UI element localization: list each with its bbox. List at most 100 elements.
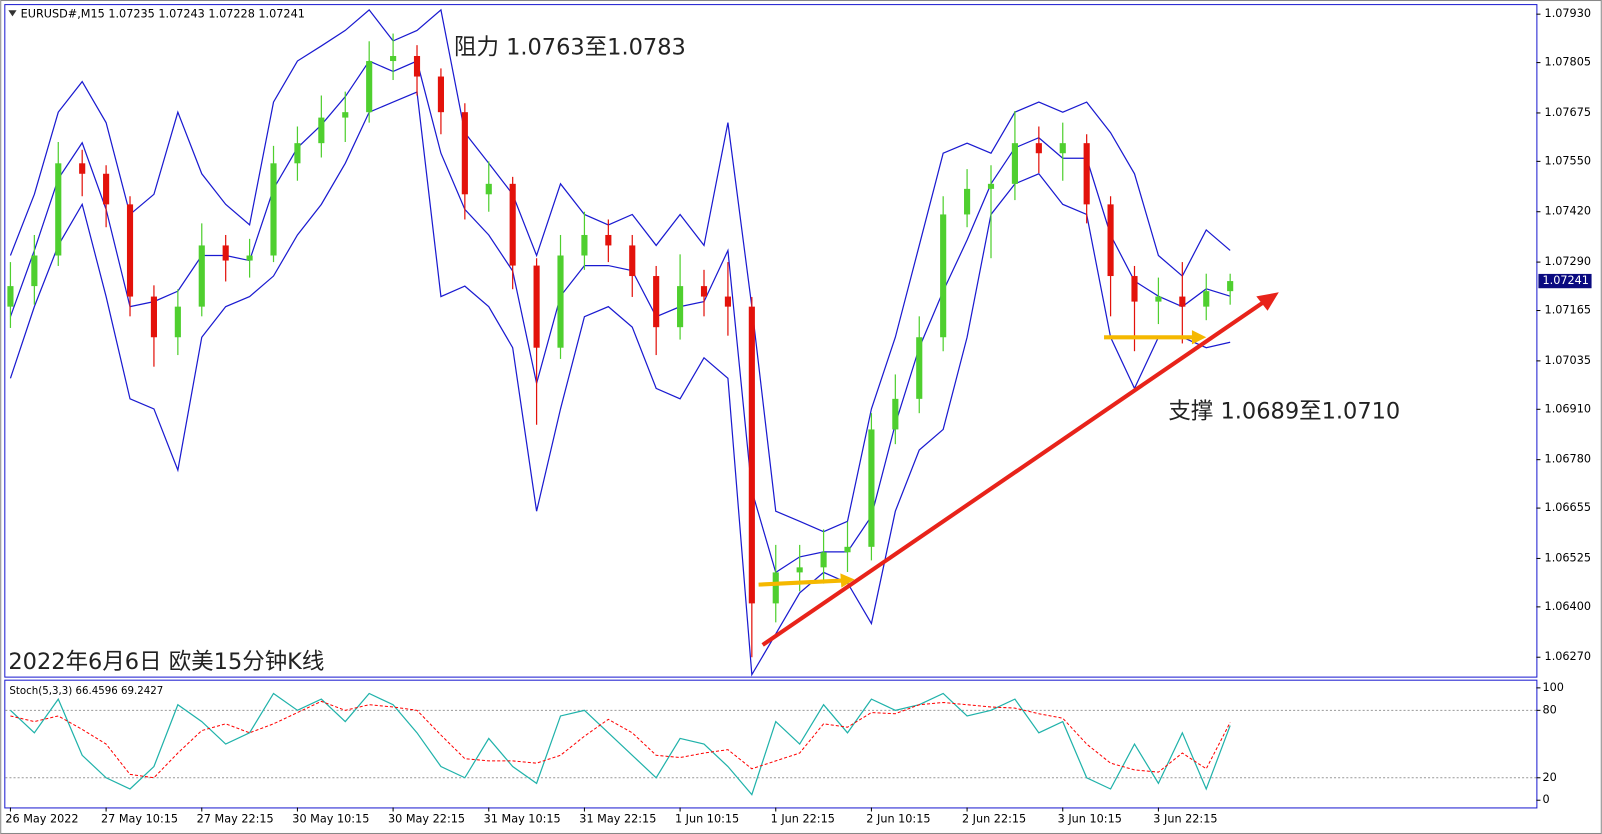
- x-tick-label: 27 May 10:15: [101, 813, 178, 826]
- candle-body: [1107, 204, 1114, 277]
- support-arrow-head: [1191, 330, 1207, 345]
- candle-body: [79, 163, 86, 174]
- annotation: 支撑 1.0689至1.0710: [1168, 398, 1400, 424]
- candle-body: [413, 55, 421, 77]
- y-tick-label: 1.06525: [1545, 551, 1591, 564]
- candle-body: [461, 112, 468, 195]
- candle-body: [246, 255, 253, 261]
- x-tick-label: 31 May 10:15: [484, 813, 561, 826]
- candle-body: [198, 245, 205, 307]
- candle-body: [772, 572, 779, 604]
- candle-body: [1083, 143, 1090, 205]
- x-tick-label: 3 Jun 10:15: [1058, 813, 1122, 826]
- y-tick-label: 1.06780: [1545, 453, 1591, 466]
- y-tick-label: 1.06400: [1545, 600, 1591, 613]
- x-tick-label: 26 May 2022: [5, 813, 78, 826]
- candle-body: [940, 214, 947, 338]
- candle-body: [270, 163, 277, 256]
- y-tick-label: 1.07165: [1545, 304, 1591, 317]
- candle-body: [700, 286, 708, 297]
- y-tick-label: 1.07805: [1545, 56, 1591, 69]
- candle-body: [103, 173, 110, 205]
- trend-arrow-head: [1256, 292, 1279, 311]
- candle-body: [868, 429, 875, 547]
- candle-body: [1203, 291, 1210, 307]
- candle-body: [150, 296, 158, 338]
- stoch-header: Stoch(5,3,3) 66.4596 69.2427: [9, 686, 163, 697]
- x-tick-label: 2 Jun 22:15: [962, 813, 1026, 826]
- chart-header: EURUSD#,M15 1.07235 1.07243 1.07228 1.07…: [21, 7, 305, 20]
- x-tick-label: 1 Jun 22:15: [771, 813, 835, 826]
- menu-triangle[interactable]: [8, 10, 17, 17]
- y-tick-label: 0: [1543, 793, 1550, 806]
- candle-body: [318, 117, 325, 144]
- candle-body: [1035, 143, 1042, 154]
- candle-body: [437, 76, 444, 113]
- x-tick-label: 27 May 22:15: [197, 813, 274, 826]
- candle-body: [174, 306, 181, 338]
- candle-body: [366, 61, 373, 113]
- support-arrow: [758, 578, 843, 587]
- candle-body: [844, 546, 851, 553]
- y-tick-label: 100: [1543, 681, 1564, 694]
- stoch-signal: [10, 700, 1231, 779]
- y-tick-label: 80: [1543, 703, 1557, 716]
- price-tag-label: 1.07241: [1543, 274, 1589, 287]
- candle-body: [796, 567, 803, 573]
- candle-body: [390, 55, 397, 62]
- x-tick-label: 30 May 10:15: [292, 813, 369, 826]
- y-tick-label: 1.07675: [1545, 106, 1591, 119]
- y-tick-label: 1.07550: [1545, 154, 1591, 167]
- x-tick-label: 3 Jun 22:15: [1153, 813, 1217, 826]
- band-lower: [9, 91, 1231, 677]
- candle-body: [820, 552, 827, 568]
- band-upper: [9, 8, 1231, 533]
- main-panel: [4, 4, 1538, 678]
- x-tick-label: 1 Jun 10:15: [675, 813, 739, 826]
- candle-body: [1227, 281, 1234, 292]
- candle-body: [31, 255, 38, 287]
- candle-body: [724, 296, 731, 307]
- trend-line: [761, 297, 1269, 647]
- candle-body: [1059, 143, 1066, 154]
- candle-body: [7, 286, 14, 307]
- candle-body: [964, 188, 971, 215]
- x-tick-label: 31 May 22:15: [579, 813, 656, 826]
- candle-body: [294, 143, 301, 164]
- candle-body: [1011, 143, 1018, 184]
- y-tick-label: 20: [1543, 771, 1557, 784]
- candle-body: [677, 286, 684, 328]
- y-tick-label: 1.07420: [1545, 205, 1591, 218]
- candle-body: [557, 255, 564, 348]
- price-tag: [1538, 273, 1592, 289]
- candle-body: [916, 337, 923, 399]
- candle-body: [987, 183, 995, 189]
- plot-layer: 1.07930 1.07805 1.07675 1.07550 1.07420 1.072…: [5, 7, 1592, 826]
- band-middle: [9, 60, 1231, 574]
- y-tick-label: 1.06655: [1545, 501, 1591, 514]
- candle-body: [222, 245, 229, 261]
- candle-body: [126, 204, 134, 297]
- annotation: 阻力 1.0763至1.0783: [454, 35, 686, 61]
- candle-body: [342, 112, 349, 118]
- candle-body: [581, 234, 588, 256]
- candle-body: [1131, 276, 1138, 302]
- y-tick-label: 1.06270: [1545, 650, 1591, 663]
- candle-body: [509, 183, 516, 266]
- candle-body: [605, 234, 612, 246]
- x-tick-label: 2 Jun 10:15: [866, 813, 930, 826]
- candle-body: [1155, 296, 1162, 302]
- candle-body: [55, 163, 62, 256]
- candle-body: [629, 245, 636, 277]
- candle-body: [1179, 296, 1186, 307]
- candle-body: [485, 183, 492, 195]
- candle-body: [748, 306, 755, 604]
- annotation-arrows: [8, 10, 1279, 647]
- y-tick-label: 1.07290: [1545, 255, 1591, 268]
- stoch-main: [10, 692, 1231, 796]
- y-tick-label: 1.06910: [1545, 402, 1591, 415]
- annotation: 2022年6月6日 欧美15分钟K线: [8, 649, 324, 675]
